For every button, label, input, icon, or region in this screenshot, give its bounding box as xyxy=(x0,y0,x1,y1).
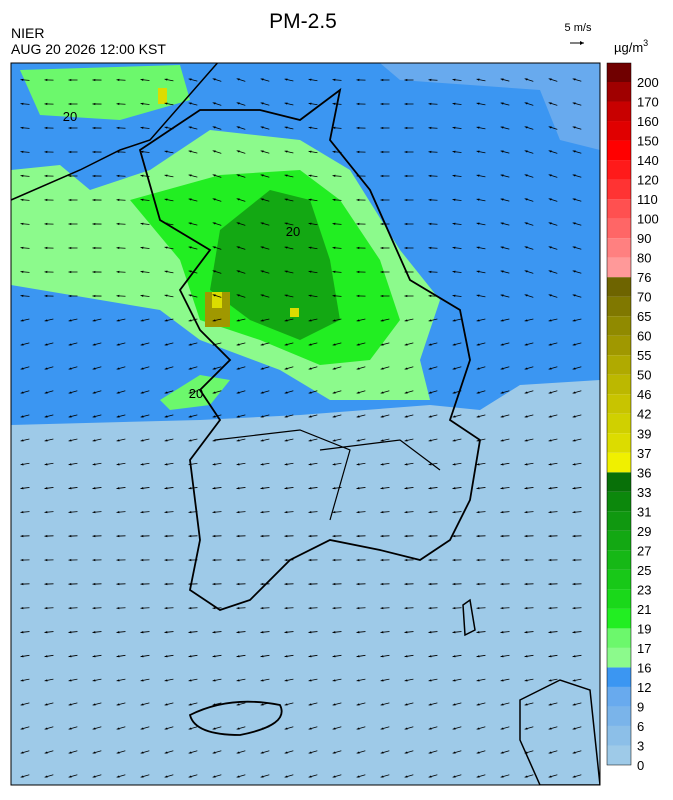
colorbar-label: 31 xyxy=(637,504,651,519)
colorbar-label: 6 xyxy=(637,719,644,734)
colorbar-segment xyxy=(607,726,631,746)
colorbar-label: 16 xyxy=(637,660,651,675)
colorbar-segment xyxy=(607,199,631,219)
colorbar-segment xyxy=(607,102,631,122)
unit-base: µg/m xyxy=(614,40,643,55)
colorbar-segment xyxy=(607,433,631,453)
colorbar-segment xyxy=(607,589,631,609)
unit: µg/m3 xyxy=(614,38,648,55)
colorbar-label: 37 xyxy=(637,446,651,461)
colorbar-segment xyxy=(607,355,631,375)
colorbar-label: 21 xyxy=(637,602,651,617)
colorbar: 0369121617192123252729313336373942465055… xyxy=(607,63,659,773)
colorbar-segment xyxy=(607,219,631,239)
colorbar-segment xyxy=(607,706,631,726)
colorbar-segment xyxy=(607,511,631,531)
colorbar-segment xyxy=(607,258,631,278)
colorbar-label: 46 xyxy=(637,387,651,402)
colorbar-segment xyxy=(607,609,631,629)
colorbar-segment xyxy=(607,628,631,648)
colorbar-segment xyxy=(607,82,631,102)
map: 20 20 20 xyxy=(11,60,600,785)
yellow-field xyxy=(290,308,299,317)
colorbar-segment xyxy=(607,336,631,356)
colorbar-segment xyxy=(607,531,631,551)
colorbar-label: 36 xyxy=(637,465,651,480)
colorbar-label: 55 xyxy=(637,348,651,363)
colorbar-label: 150 xyxy=(637,134,659,149)
colorbar-segment xyxy=(607,316,631,336)
colorbar-label: 27 xyxy=(637,543,651,558)
wind-scale-label: 5 m/s xyxy=(565,22,592,34)
colorbar-label: 120 xyxy=(637,173,659,188)
agency: NIER xyxy=(11,25,44,41)
yellow-field xyxy=(158,88,167,104)
colorbar-segment xyxy=(607,121,631,141)
unit-exponent: 3 xyxy=(643,38,648,48)
colorbar-segment xyxy=(607,687,631,707)
colorbar-segment xyxy=(607,745,631,765)
colorbar-segment xyxy=(607,63,631,82)
colorbar-label: 42 xyxy=(637,407,651,422)
colorbar-label: 0 xyxy=(637,758,644,773)
colorbar-label: 12 xyxy=(637,680,651,695)
colorbar-segment xyxy=(607,667,631,687)
colorbar-label: 3 xyxy=(637,738,644,753)
colorbar-label: 76 xyxy=(637,270,651,285)
wind-scale-arrowhead xyxy=(580,41,584,45)
colorbar-label: 70 xyxy=(637,290,651,305)
colorbar-label: 60 xyxy=(637,329,651,344)
colorbar-segment xyxy=(607,414,631,434)
colorbar-label: 110 xyxy=(637,192,658,207)
colorbar-segment xyxy=(607,141,631,161)
colorbar-label: 39 xyxy=(637,426,651,441)
contour-label: 20 xyxy=(286,224,300,239)
colorbar-label: 50 xyxy=(637,368,651,383)
colorbar-segment xyxy=(607,472,631,492)
colorbar-segment xyxy=(607,394,631,414)
colorbar-segment xyxy=(607,297,631,317)
colorbar-label: 65 xyxy=(637,309,651,324)
colorbar-label: 19 xyxy=(637,621,651,636)
colorbar-label: 17 xyxy=(637,641,651,656)
colorbar-segment xyxy=(607,238,631,258)
colorbar-segment xyxy=(607,648,631,668)
colorbar-segment xyxy=(607,570,631,590)
colorbar-label: 33 xyxy=(637,485,651,500)
title: PM-2.5 xyxy=(269,10,337,33)
contour-label: 20 xyxy=(63,109,77,124)
colorbar-label: 29 xyxy=(637,524,651,539)
field xyxy=(11,60,600,785)
colorbar-label: 90 xyxy=(637,231,651,246)
colorbar-label: 200 xyxy=(637,75,659,90)
colorbar-segment xyxy=(607,492,631,512)
colorbar-label: 140 xyxy=(637,153,659,168)
colorbar-label: 9 xyxy=(637,699,644,714)
colorbar-segment xyxy=(607,375,631,395)
colorbar-segment xyxy=(607,277,631,297)
colorbar-label: 170 xyxy=(637,95,659,110)
colorbar-label: 23 xyxy=(637,582,651,597)
datetime: AUG 20 2026 12:00 KST xyxy=(11,41,166,57)
yellow-field xyxy=(212,292,222,308)
colorbar-segment xyxy=(607,180,631,200)
colorbar-label: 25 xyxy=(637,563,651,578)
colorbar-segment xyxy=(607,453,631,473)
colorbar-segment xyxy=(607,550,631,570)
colorbar-label: 160 xyxy=(637,114,659,129)
colorbar-segment xyxy=(607,160,631,180)
contour-label: 20 xyxy=(189,386,203,401)
colorbar-label: 80 xyxy=(637,251,651,266)
colorbar-label: 100 xyxy=(637,212,659,227)
